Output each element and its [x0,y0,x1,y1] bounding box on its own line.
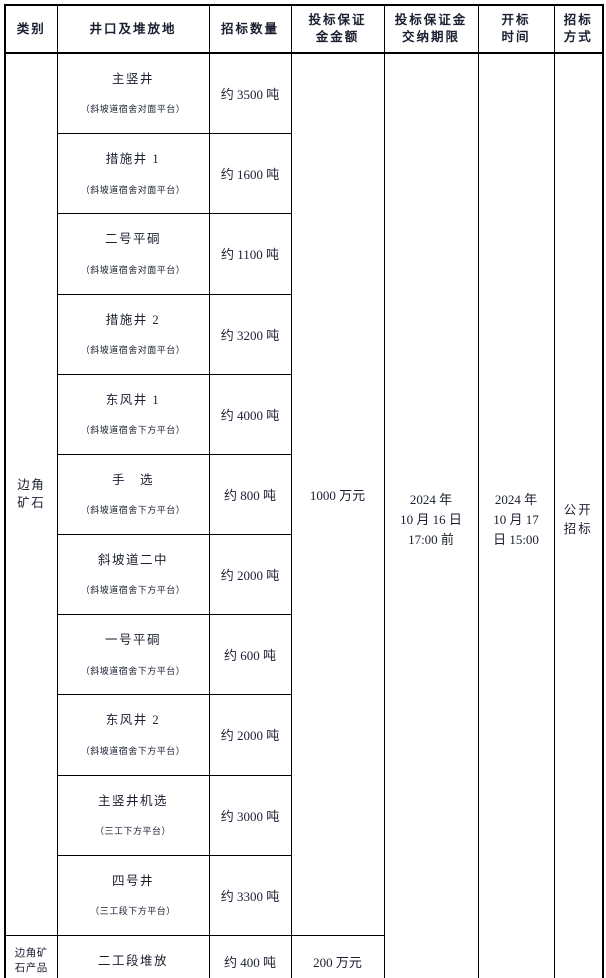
site-cell: 手 选 （斜坡道宿舍下方平台） [56,453,210,536]
site-name: 手 选 [111,472,154,487]
site-name: 东风井 2 [105,713,161,728]
header-deposit-deadline: 投标保证金 交纳期限 [383,4,479,54]
site-location: （斜坡道宿舍下方平台） [80,505,186,516]
header-method: 招标 方式 [553,4,604,54]
quantity-cell: 约 4000 吨 [208,373,292,455]
site-name: 四号井 [111,873,154,888]
deposit-deadline: 2024 年 10 月 16 日 17:00 前 [383,52,479,978]
deposit-product: 200 万元 [290,934,385,978]
site-location: （三工下方平台） [94,825,171,836]
table-row: 边角 矿石 主竖井 （斜坡道宿舍对面平台） 约 3500 吨 1000 万元 2… [4,52,604,978]
site-location: （斜坡道宿舍对面平台） [80,344,186,355]
site-location: （三工段下方平台） [90,906,176,917]
header-row: 类别 井口及堆放地 招标数量 投标保证 金金额 投标保证金 交纳期限 开标 时间… [4,4,604,54]
category-product: 边角矿 石产品 [4,934,58,978]
quantity-cell: 约 400 吨 [208,934,292,978]
site-name: 二工段堆放 [97,953,168,968]
table-row: 措施井 1 （斜坡道宿舍对面平台） 约 1600 吨 [5,133,603,215]
site-name: 一号平硐 [104,633,161,648]
quantity-cell: 约 600 吨 [208,614,292,696]
quantity-cell: 约 1600 吨 [208,133,292,215]
site-cell: 措施井 2 （斜坡道宿舍对面平台） [56,293,210,375]
site-location: （斜坡道宿舍下方平台） [80,745,186,756]
header-category: 类别 [4,4,58,54]
category-main: 边角 矿石 [4,52,58,936]
site-cell: 二工段堆放 [56,934,210,978]
site-name: 主竖井 [111,72,154,86]
header-deposit: 投标保证 金金额 [290,4,385,54]
quantity-cell: 约 800 吨 [208,453,292,536]
quantity-cell: 约 3300 吨 [208,854,292,936]
site-cell: 措施井 1 （斜坡道宿舍对面平台） [56,133,210,215]
header-site: 井口及堆放地 [56,4,210,54]
table-row: 措施井 2 （斜坡道宿舍对面平台） 约 3200 吨 [5,293,603,375]
site-cell: 主竖井 （斜坡道宿舍对面平台） [56,52,210,135]
quantity-cell: 约 3000 吨 [208,774,292,856]
site-name: 主竖井机选 [97,793,168,808]
site-location: （斜坡道宿舍对面平台） [80,264,186,275]
bidding-table: 类别 井口及堆放地 招标数量 投标保证 金金额 投标保证金 交纳期限 开标 时间… [4,4,604,978]
quantity-cell: 约 2000 吨 [208,534,292,616]
quantity-cell: 约 3500 吨 [208,52,292,135]
site-cell: 一号平硐 （斜坡道宿舍下方平台） [56,614,210,696]
quantity-cell: 约 1100 吨 [208,213,292,295]
site-cell: 东风井 2 （斜坡道宿舍下方平台） [56,694,210,776]
quantity-cell: 约 3200 吨 [208,293,292,375]
site-name: 措施井 2 [105,312,161,327]
deposit-main: 1000 万元 [290,52,385,936]
site-location: （斜坡道宿舍对面平台） [80,184,186,195]
table-row: 东风井 1 （斜坡道宿舍下方平台） 约 4000 吨 [5,373,603,455]
table-row: 二号平硐 （斜坡道宿舍对面平台） 约 1100 吨 [5,213,603,295]
bid-method: 公开 招标 [553,52,604,978]
site-location: （斜坡道宿舍下方平台） [80,425,186,436]
site-name: 二号平硐 [104,232,161,247]
site-cell: 斜坡道二中 （斜坡道宿舍下方平台） [56,534,210,616]
site-location: （斜坡道宿舍下方平台） [80,665,186,676]
header-opening-time: 开标 时间 [477,4,555,54]
site-cell: 四号井 （三工段下方平台） [56,854,210,936]
site-location: （斜坡道宿舍对面平台） [80,104,186,115]
site-name: 东风井 1 [105,392,161,407]
header-quantity: 招标数量 [208,4,292,54]
opening-time: 2024 年 10 月 17 日 15:00 [477,52,555,978]
site-cell: 二号平硐 （斜坡道宿舍对面平台） [56,213,210,295]
site-name: 措施井 1 [105,152,161,167]
quantity-cell: 约 2000 吨 [208,694,292,776]
site-cell: 东风井 1 （斜坡道宿舍下方平台） [56,373,210,455]
site-location: （斜坡道宿舍下方平台） [80,585,186,596]
site-name: 斜坡道二中 [97,553,168,568]
site-cell: 主竖井机选 （三工下方平台） [56,774,210,856]
